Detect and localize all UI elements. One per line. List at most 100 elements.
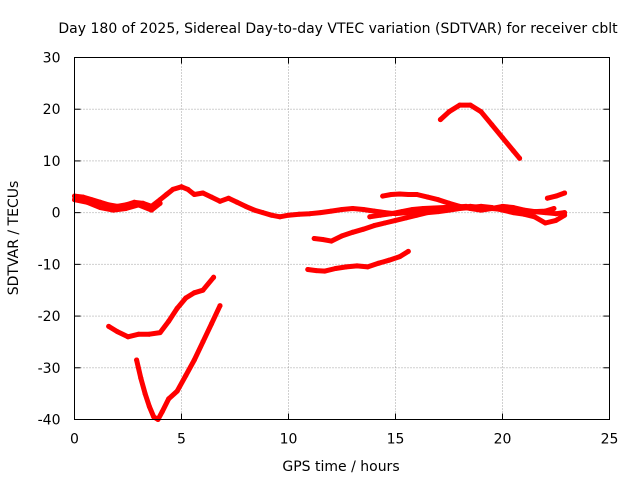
data-point [170,186,176,192]
data-point [478,109,484,115]
data-point [553,193,559,199]
data-point [371,208,377,214]
data-point [322,268,328,274]
data-point [243,203,249,209]
data-point [318,210,324,216]
data-point [388,192,394,197]
data-point [307,211,313,217]
data-point [134,357,140,363]
data-point [296,211,302,217]
y-tick-label: -20 [38,309,61,325]
data-point [542,220,548,226]
data-point [183,373,189,378]
data-point [209,194,214,200]
data-point [149,207,154,213]
data-point [521,211,527,217]
data-point [217,198,223,204]
data-point [268,212,274,218]
data-point [553,217,559,223]
data-point [328,238,334,244]
chart-title: Day 180 of 2025, Sidereal Day-to-day VTE… [58,21,618,37]
data-point [191,192,197,197]
data-point [457,102,463,108]
data-point [136,202,142,208]
data-point [489,206,495,211]
data-point [179,184,184,190]
tick-group: 0 5 10 15 20 25 -40 -30 -20 -10 0 10 20 30 [38,51,619,448]
series-arc-4 [134,303,223,422]
data-point [435,197,441,203]
series-arc-3 [106,274,217,340]
data-point [463,203,469,209]
data-point [510,210,516,216]
data-point [138,375,144,381]
data-point [260,210,266,216]
data-point [532,209,538,215]
y-tick-label: 10 [43,154,61,170]
x-tick-label: 15 [387,432,405,448]
data-point [405,248,411,254]
data-point [399,209,405,215]
data-point [382,220,388,226]
data-point [375,260,381,266]
data-point [97,205,103,210]
data-point [553,211,559,217]
data-point [123,206,129,211]
data-point [339,233,345,239]
y-tick-label: 30 [43,51,61,67]
data-point [234,199,240,205]
data-point [164,192,169,197]
series-group [72,102,568,422]
data-point [386,257,392,263]
data-point [286,212,291,218]
data-point [414,212,420,218]
data-point [328,208,334,214]
data-point [517,155,523,161]
y-tick-label: -40 [38,413,61,429]
x-axis-label: GPS time / hours [282,459,399,475]
data-point [343,264,349,270]
data-point [151,414,157,420]
data-point [339,207,345,212]
data-point [185,186,191,192]
data-point [142,391,148,397]
data-point [125,334,131,340]
data-point [157,330,163,336]
data-point [217,303,223,309]
data-point [420,206,426,211]
data-point [489,122,495,128]
data-point [410,207,416,212]
y-tick-label: 0 [52,206,61,222]
data-point [84,199,90,205]
data-point [251,207,257,213]
data-point [166,318,172,324]
grid [74,57,610,420]
data-point [365,264,371,270]
y-axis-label: SDTVAR / TECUs [6,181,22,296]
data-point [311,236,317,241]
data-point [562,190,568,196]
data-point [106,202,112,208]
plot-frame [74,57,610,420]
data-point [425,210,431,216]
y-tick-label: -10 [38,257,61,273]
data-point [211,274,217,280]
data-point [446,200,452,206]
x-tick-label: 25 [601,432,619,448]
data-point [378,212,383,218]
data-point [403,215,409,221]
data-point [277,214,283,220]
data-point [500,203,505,209]
data-point [110,207,116,213]
data-point [388,211,394,217]
data-point [510,148,516,154]
data-point [157,197,163,203]
series-arc-10 [367,203,469,220]
data-point [166,396,172,402]
data-point [393,217,398,223]
data-point [313,268,319,274]
data-point [397,191,403,197]
y-tick-label: -30 [38,361,61,377]
data-point [333,266,339,271]
